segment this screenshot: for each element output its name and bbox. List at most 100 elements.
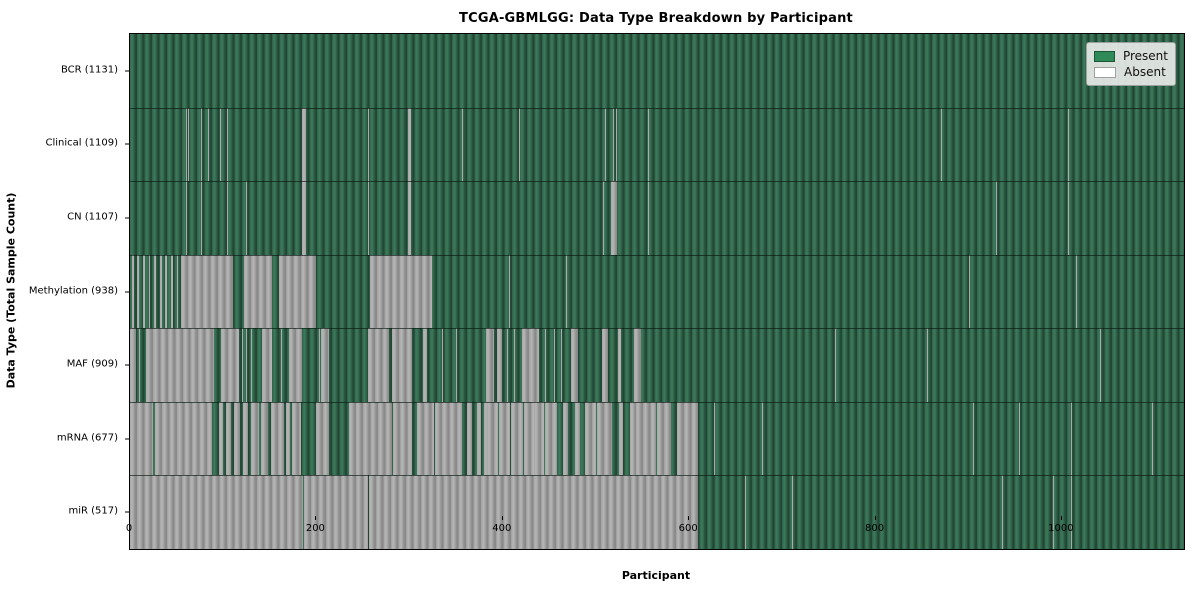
absent-segment: [511, 401, 524, 476]
absent-segment: [242, 401, 249, 476]
absent-segment: [940, 107, 942, 182]
x-axis-label: Participant: [621, 569, 691, 582]
x-tick-mark: [1060, 516, 1062, 520]
absent-segment: [522, 328, 540, 402]
absent-segment: [131, 254, 134, 329]
absent-segment: [484, 401, 487, 476]
absent-segment: [584, 401, 596, 476]
absent-segment: [155, 401, 212, 476]
absent-segment: [154, 254, 157, 329]
absent-segment: [570, 328, 579, 402]
absent-segment: [476, 401, 482, 476]
absent-segment: [261, 401, 268, 476]
x-tick-label: 400: [492, 523, 512, 534]
row-separator: [130, 181, 1184, 183]
absent-segment: [602, 328, 609, 402]
absent-segment: [518, 107, 520, 182]
absent-segment: [130, 401, 154, 476]
x-tick-mark: [688, 516, 690, 520]
x-tick-mark: [874, 516, 876, 520]
legend-item-present: Present: [1094, 48, 1168, 64]
absent-segment: [139, 328, 141, 402]
plot-area: Present Absent: [125, 33, 1185, 550]
absent-segment: [524, 401, 534, 476]
absent-segment: [368, 475, 698, 549]
absent-segment: [270, 401, 284, 476]
y-tick-label: Clinical (1109): [45, 137, 119, 149]
absent-segment: [634, 328, 641, 402]
present-swatch-icon: [1094, 50, 1115, 62]
absent-segment: [630, 401, 637, 476]
absent-segment: [603, 181, 605, 255]
absent-segment: [367, 181, 369, 255]
absent-segment: [791, 475, 793, 549]
y-tick-label: mRNA (677): [56, 432, 118, 444]
absent-segment: [507, 328, 509, 402]
legend-item-absent: Absent: [1094, 64, 1168, 80]
absent-segment: [456, 328, 458, 402]
absent-segment: [618, 328, 622, 402]
absent-segment: [513, 328, 515, 402]
absent-segment: [422, 328, 428, 402]
absent-segment: [486, 401, 499, 476]
absent-segment: [181, 254, 233, 329]
x-tick-label: 200: [305, 523, 325, 534]
absent-segment: [1002, 475, 1004, 549]
x-tick-label: 600: [678, 523, 698, 534]
absent-segment: [391, 328, 413, 402]
y-tick-mark: [125, 291, 129, 292]
absent-segment: [226, 181, 228, 255]
absent-segment: [467, 401, 472, 476]
absent-segment: [304, 475, 368, 549]
absent-segment: [677, 401, 698, 476]
absent-segment: [221, 328, 240, 402]
absent-segment: [367, 107, 369, 182]
row-separator: [130, 254, 1184, 256]
absent-segment: [563, 401, 568, 476]
absent-segment: [407, 107, 411, 182]
absent-segment: [534, 401, 544, 476]
absent-segment: [544, 328, 546, 402]
absent-segment: [137, 254, 140, 329]
absent-segment: [554, 328, 556, 402]
absent-segment: [241, 328, 243, 402]
absent-segment: [968, 254, 970, 329]
absent-segment: [251, 401, 259, 476]
absent-segment: [544, 401, 557, 476]
absent-segment: [302, 181, 307, 255]
absent-segment: [745, 475, 747, 549]
absent-segment: [302, 107, 307, 182]
y-tick-label: BCR (1131): [60, 64, 118, 76]
absent-segment: [648, 181, 650, 255]
absent-segment: [619, 401, 623, 476]
absent-segment: [176, 254, 179, 329]
y-tick-mark: [125, 217, 129, 219]
absent-segment: [234, 401, 240, 476]
absent-segment: [130, 328, 136, 402]
absent-segment: [596, 401, 612, 476]
absent-segment: [509, 254, 511, 329]
absent-segment: [485, 328, 495, 402]
absent-segment: [1071, 401, 1073, 476]
x-tick-label: 0: [125, 523, 133, 534]
absent-segment: [575, 401, 581, 476]
y-tick-label: miR (517): [68, 505, 118, 517]
absent-segment: [442, 328, 444, 402]
absent-segment: [321, 328, 330, 402]
absent-segment: [995, 181, 997, 255]
row-separator: [130, 401, 1184, 403]
absent-segment: [279, 254, 317, 329]
row-separator: [130, 475, 1184, 477]
absent-segment: [973, 401, 975, 476]
absent-segment: [349, 401, 356, 476]
absent-segment: [225, 401, 231, 476]
row-separator: [130, 328, 1184, 330]
absent-segment: [185, 181, 187, 255]
absent-segment: [926, 328, 928, 402]
absent-swatch-icon: [1094, 66, 1116, 78]
absent-segment: [220, 107, 222, 182]
y-axis: BCR (1131) Clinical (1109) CN (1107) Methyl…: [0, 33, 125, 548]
absent-segment: [615, 107, 617, 182]
x-tick-label: 800: [864, 523, 885, 534]
